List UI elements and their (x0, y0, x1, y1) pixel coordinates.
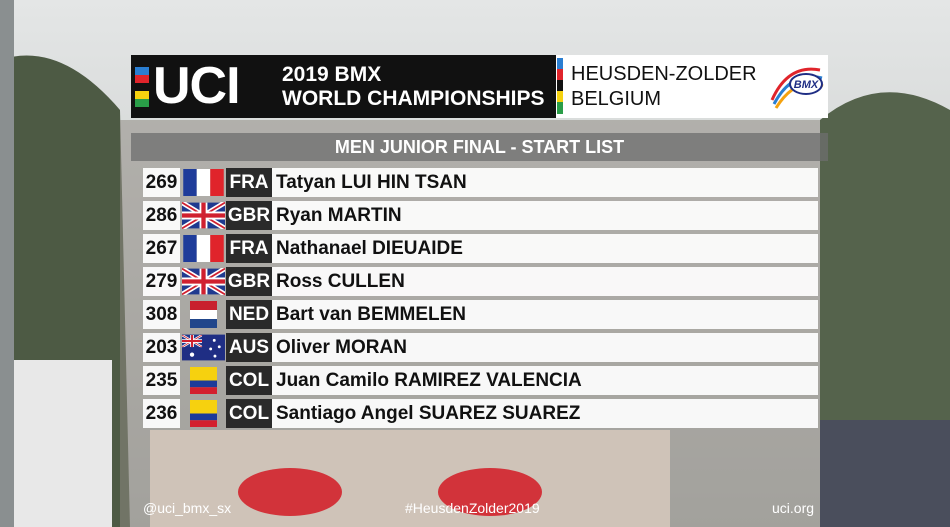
country-code: AUS (226, 333, 272, 362)
country-code: NED (226, 300, 272, 329)
event-logo: BMX (770, 67, 824, 109)
rider-name: Ryan MARTIN (272, 201, 818, 230)
location-country: BELGIUM (571, 88, 662, 110)
country-code: COL (226, 366, 272, 395)
country-flag (182, 334, 225, 361)
rider-number: 279 (143, 267, 180, 296)
rider-row: 286 GBR Ryan MARTIN (143, 201, 818, 230)
hashtag: #HeusdenZolder2019 (405, 500, 540, 516)
rider-number: 269 (143, 168, 180, 197)
country-flag (182, 268, 225, 295)
country-flag (183, 169, 224, 196)
social-handle: @uci_bmx_sx (143, 500, 232, 516)
rider-row: 267 FRA Nathanael DIEUAIDE (143, 234, 818, 263)
rider-number: 236 (143, 399, 180, 428)
rainbow-stripes (135, 67, 149, 107)
rider-name: Juan Camilo RAMIREZ VALENCIA (272, 366, 818, 395)
rainbow-divider (557, 58, 563, 114)
country-flag (182, 202, 225, 229)
country-code: COL (226, 399, 272, 428)
rider-number: 286 (143, 201, 180, 230)
rider-row: 279 GBR Ross CULLEN (143, 267, 818, 296)
svg-text:BMX: BMX (794, 79, 819, 91)
country-flag (190, 400, 217, 427)
rider-number: 203 (143, 333, 180, 362)
rider-number: 267 (143, 234, 180, 263)
country-flag (190, 301, 217, 328)
rider-name: Ross CULLEN (272, 267, 818, 296)
rider-number: 308 (143, 300, 180, 329)
uci-logo-block: UCI (131, 55, 272, 118)
title-line-2: WORLD CHAMPIONSHIPS (282, 87, 545, 110)
country-code: GBR (226, 201, 272, 230)
country-code: FRA (226, 168, 272, 197)
title-block: 2019 BMX WORLD CHAMPIONSHIPS (272, 55, 556, 118)
rider-row: 308 NED Bart van BEMMELEN (143, 300, 818, 329)
uci-logo: UCI (153, 57, 241, 115)
rider-number: 235 (143, 366, 180, 395)
rider-name: Oliver MORAN (272, 333, 818, 362)
title-line-1: 2019 BMX (282, 63, 382, 86)
rider-row: 236 COL Santiago Angel SUAREZ SUAREZ (143, 399, 818, 428)
rider-name: Nathanael DIEUAIDE (272, 234, 818, 263)
rider-name: Santiago Angel SUAREZ SUAREZ (272, 399, 818, 428)
country-flag (190, 367, 217, 394)
rider-name: Tatyan LUI HIN TSAN (272, 168, 818, 197)
rider-name: Bart van BEMMELEN (272, 300, 818, 329)
website: uci.org (772, 500, 815, 516)
rider-row: 235 COL Juan Camilo RAMIREZ VALENCIA (143, 366, 818, 395)
rider-row: 203 AUS Oliver MORAN (143, 333, 818, 362)
location-city: HEUSDEN-ZOLDER (571, 63, 757, 85)
race-subtitle: MEN JUNIOR FINAL - START LIST (131, 133, 828, 161)
country-code: GBR (226, 267, 272, 296)
country-flag (183, 235, 224, 262)
country-code: FRA (226, 234, 272, 263)
rider-row: 269 FRA Tatyan LUI HIN TSAN (143, 168, 818, 197)
